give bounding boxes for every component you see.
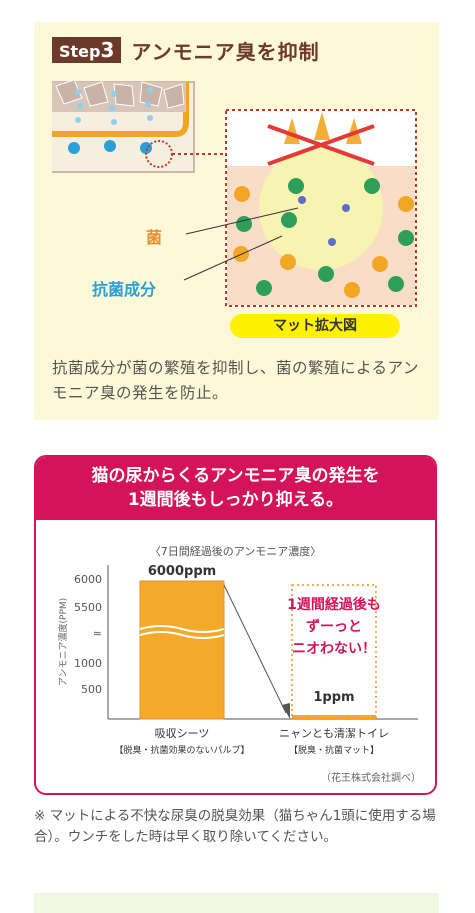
category-sublabel: 【脱臭・抗菌効果のないパルプ】 [114,744,249,756]
data-label-absorbent-sheet: 6000ppm [148,564,216,579]
y-axis-label: アンモニア濃度(PPM) [57,598,69,686]
y-tick-label: 6000 [74,573,102,586]
chart-source: （花王株式会社調べ） [321,773,421,784]
bar-break-mark [139,631,225,639]
step3-panel: Step3 アンモニア臭を抑制 [34,22,439,420]
category-label: 吸収シーツ [155,727,210,740]
bar-comparison-outline [291,584,377,720]
next-panel [34,893,439,913]
step-badge-prefix: Step [59,42,101,61]
category-label: ニャンとも清潔トイレ [279,726,389,740]
chart-headline-line-1: 猫の尿からくるアンモニア臭の発生を [91,466,380,486]
footnote: ※ マットによる不快な尿臭の脱臭効果（猫ちゃん1頭に使用する場合）。ウンチをした… [34,808,436,845]
step-title: アンモニア臭を抑制 [131,39,320,64]
bar-nyantomo-toilet [292,715,376,719]
category-sublabel: 【脱臭・抗菌マット】 [289,744,379,756]
trend-arrow-head [282,703,290,719]
y-tick-label: 5500 [74,601,102,614]
label-bacteria: 菌 [146,228,163,247]
chart-title: 〈7日間経過後のアンモニア濃度〉 [149,545,322,558]
mat-magnified-label: マット拡大図 [230,314,400,338]
y-tick-label: ≈ [93,627,102,640]
bar-break-mark [139,625,225,633]
mat-magnified [183,109,417,307]
step-badge-number: 3 [100,38,115,62]
ammonia-bar-chart: アンモニア濃度(PPM) 6000 5500 ≈1000 500 6000ppm 1ppm 1… [57,564,418,756]
tray-illustration [52,79,226,173]
ammonia-chart-card: 猫の尿からくるアンモニア臭の発生を 1週間後もしっかり抑える。 〈7日間経過後の… [34,455,437,795]
label-antibacterial: 抗菌成分 [92,280,157,299]
y-tick-label: 1000 [74,657,102,670]
trend-arrow-line [223,584,287,714]
chart-annotation-line: ニオわない！ [292,641,376,657]
chart-headline-line-2: 1週間後もしっかり抑える。 [127,490,344,510]
step-header: Step3 アンモニア臭を抑制 [52,37,320,64]
y-tick-label: 500 [81,683,102,696]
step-description: 抗菌成分が菌の繁殖を抑制し、菌の繁殖によるアンモニア臭の発生を防止。 [52,359,419,402]
data-label-nyantomo-toilet: 1ppm [313,690,354,705]
bar-absorbent-sheet [139,580,225,720]
step-badge: Step3 [52,37,122,63]
chart-headline: 猫の尿からくるアンモニア臭の発生を 1週間後もしっかり抑える。 [36,457,435,520]
chart-annotation-line: ずーっと [306,618,362,635]
mat-diagram [52,79,417,307]
chart-annotation-line: 1週間経過後も [287,596,381,613]
